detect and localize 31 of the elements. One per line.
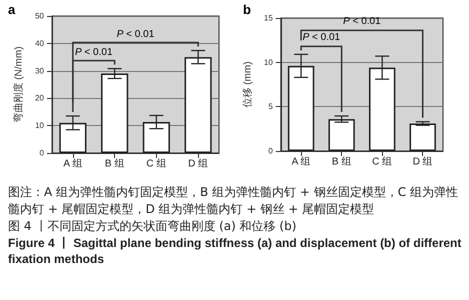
x-tick-label: C 组 [146, 158, 166, 170]
x-tick-label: D 组 [412, 156, 433, 168]
x-tick-label: C 组 [372, 156, 392, 168]
y-tick-label: 50 [35, 12, 45, 20]
x-tick-label: D 组 [188, 158, 208, 170]
y-tick-label: 0 [40, 148, 45, 158]
x-tick-label: A 组 [63, 158, 82, 170]
x-tick-label: A 组 [292, 156, 311, 168]
annotation: P < 0.01 [343, 16, 381, 28]
y-axis-title: 弯曲刚度 (N/mm) [12, 46, 25, 123]
caption: Figure 4 丨 Sagittal plane bending stiffness (a) and displacement (b) of different fixation methods [8, 235, 462, 267]
x-tick-label: B 组 [332, 156, 352, 168]
text: 图注：A 组为弹性髓内钉固定模型，B 组为弹性髓内钉 + 钢丝固定模型，C 组为弹性髓内钉 + 尾帽固定模型，D 组为弹性髓内钉 + 钢丝 + 尾帽固定模型 [8, 184, 459, 218]
y-tick-label: 10 [264, 58, 274, 67]
y-tick-label: 0 [268, 146, 274, 156]
annotation: P < 0.01 [74, 46, 113, 58]
bar [410, 124, 436, 151]
caption: 图 4 丨不同固定方式的矢状面弯曲刚度 (a) 和位移 (b) [8, 218, 298, 235]
annotation: P < 0.01 [116, 28, 154, 40]
annotation: P < 0.01 [302, 32, 340, 44]
y-tick-label: 10 [35, 121, 45, 130]
x-tick-label: B 组 [104, 158, 124, 170]
y-tick-label: 5 [268, 102, 274, 112]
y-axis-title: 位移 (mm) [242, 61, 254, 108]
y-tick-label: 30 [35, 66, 45, 76]
y-tick-label: 15 [264, 14, 274, 22]
bar [328, 119, 355, 151]
chart-title: a [8, 2, 16, 17]
y-tick-label: 20 [35, 94, 45, 103]
y-tick-label: 40 [35, 38, 45, 48]
chart-title: b [243, 2, 251, 17]
